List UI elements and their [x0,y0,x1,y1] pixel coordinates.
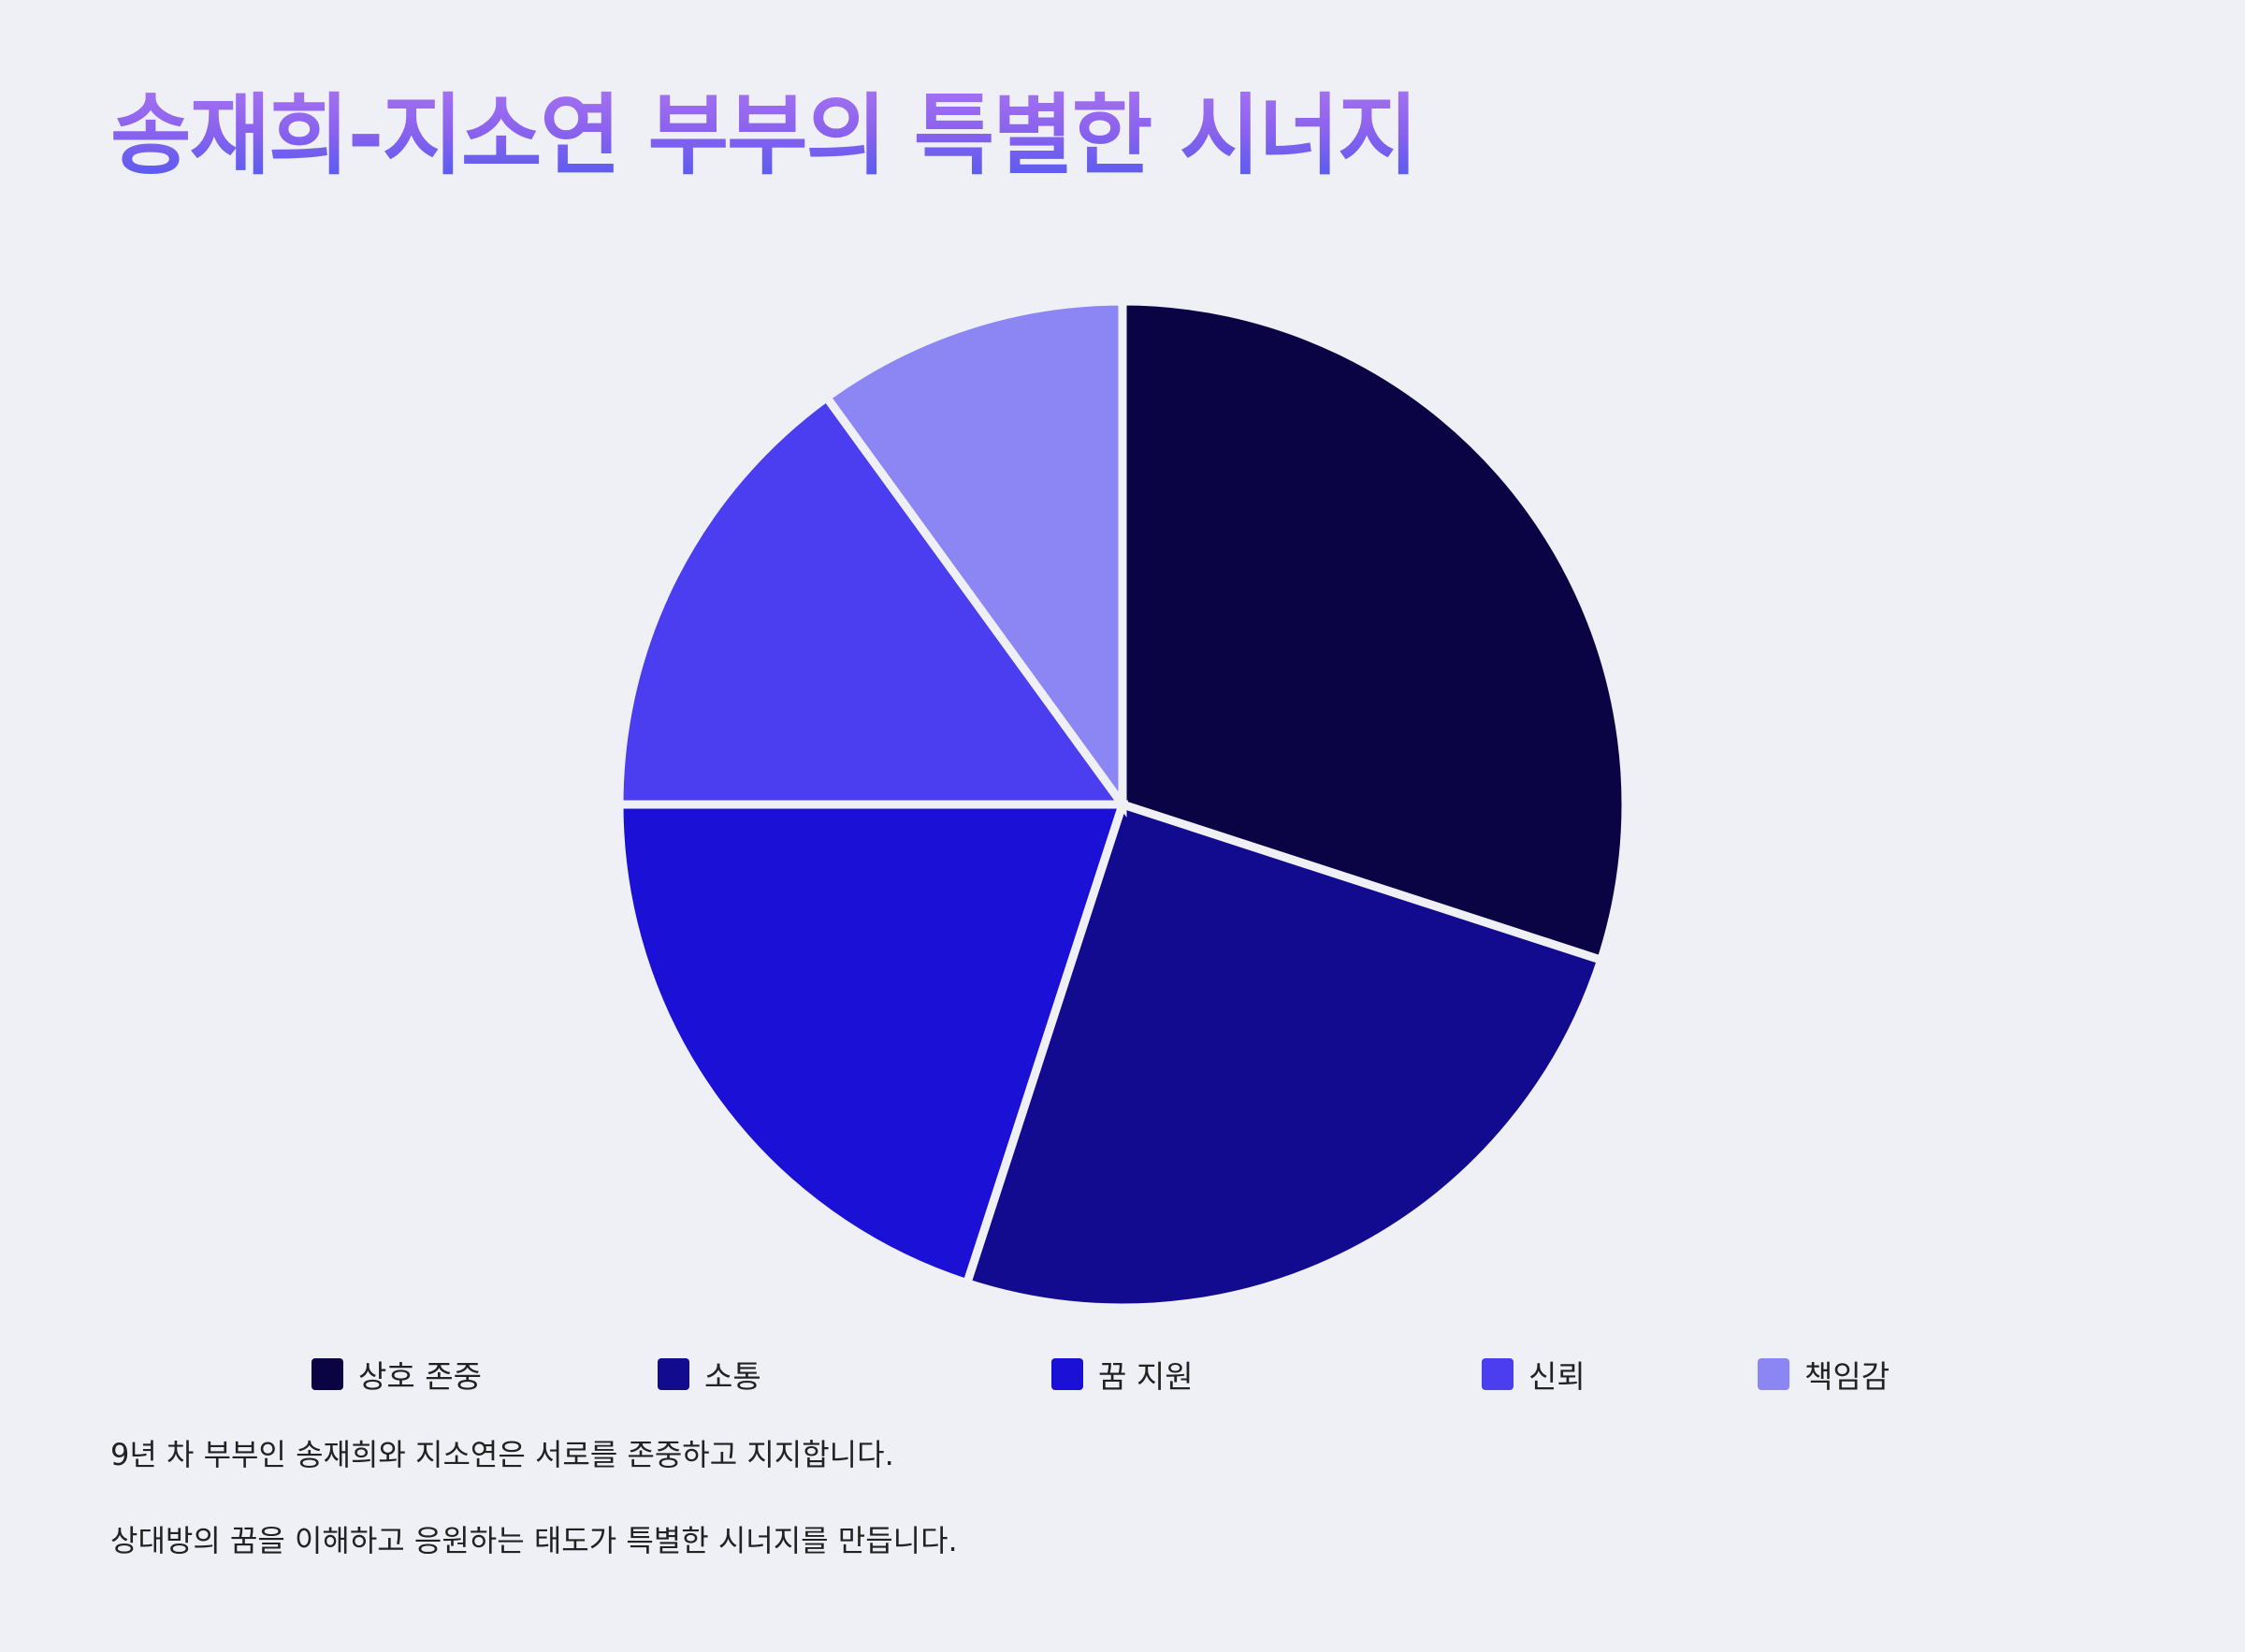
pie-slice-5[interactable] [820,297,1127,818]
legend-swatch [658,1358,689,1390]
legend-item[interactable]: 신뢰 [1482,1356,1586,1395]
legend-label: 꿈 지원 [1098,1358,1194,1395]
legend-swatch [1051,1358,1083,1390]
legend-item[interactable]: 상호 존중 [311,1356,482,1395]
description-line: 상대방의 꿈을 이해하고 응원하는 태도가 특별한 시너지를 만듭니다. [110,1523,958,1558]
legend-label: 신뢰 [1528,1358,1586,1395]
legend-swatch [1758,1358,1789,1390]
legend-label: 책임감 [1804,1358,1890,1395]
description-line: 9년 차 부부인 송재희와 지소연은 서로를 존중하고 지지합니다. [110,1437,894,1472]
pie-slice-4[interactable] [615,391,1131,809]
chart-title: 송재희-지소연 부부의 특별한 시너지 [110,85,1418,187]
legend-swatch [1482,1358,1514,1390]
pie-slice-1[interactable] [1118,297,1630,965]
legend-label: 소통 [704,1358,761,1395]
pie-slice-3[interactable] [615,800,1129,1289]
legend-item[interactable]: 책임감 [1758,1356,1890,1395]
legend-item[interactable]: 소통 [658,1356,761,1395]
legend-swatch [311,1358,343,1390]
legend-label: 상호 존중 [358,1358,482,1395]
pie-slice-2[interactable] [962,799,1607,1312]
legend-item[interactable]: 꿈 지원 [1051,1356,1194,1395]
